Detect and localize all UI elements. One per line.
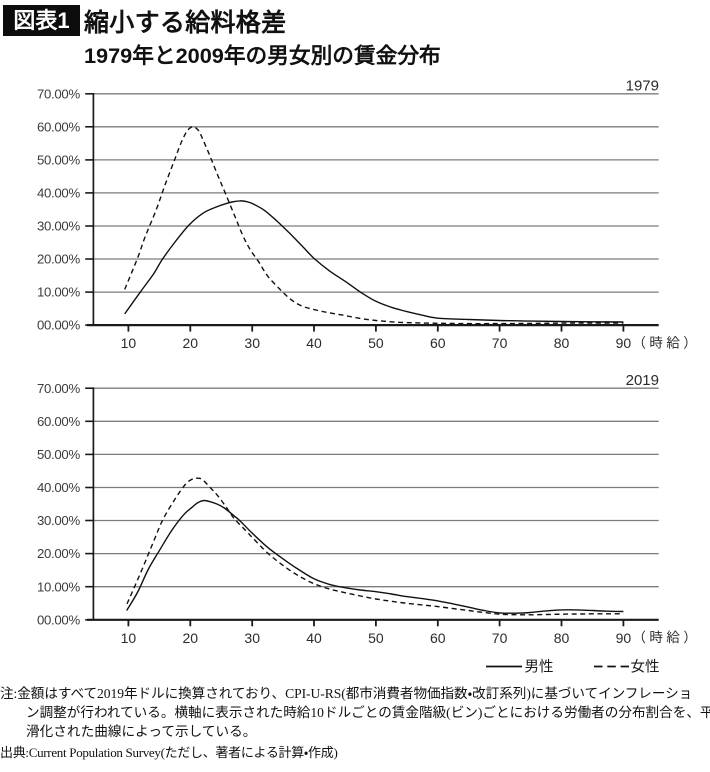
svg-text:60.00%: 60.00% bbox=[37, 119, 81, 134]
svg-text:40.00%: 40.00% bbox=[37, 186, 81, 201]
svg-text:20.00%: 20.00% bbox=[37, 252, 81, 267]
svg-text:40: 40 bbox=[306, 335, 322, 351]
svg-text:30: 30 bbox=[244, 335, 260, 351]
svg-text:50: 50 bbox=[368, 630, 384, 646]
svg-text:女性: 女性 bbox=[631, 659, 660, 676]
svg-text:70: 70 bbox=[492, 630, 508, 646]
svg-text:10: 10 bbox=[121, 630, 137, 646]
svg-text:60.00%: 60.00% bbox=[37, 414, 81, 429]
svg-text:50: 50 bbox=[368, 335, 384, 351]
svg-text:30.00%: 30.00% bbox=[37, 513, 81, 528]
svg-text:（時給）: （時給） bbox=[632, 630, 700, 645]
svg-text:80: 80 bbox=[554, 335, 570, 351]
svg-text:10.00%: 10.00% bbox=[37, 579, 81, 594]
svg-text:30.00%: 30.00% bbox=[37, 219, 81, 234]
svg-text:（時給）: （時給） bbox=[632, 336, 700, 351]
svg-text:70.00%: 70.00% bbox=[37, 86, 81, 101]
svg-text:2019: 2019 bbox=[626, 372, 659, 389]
svg-text:00.00%: 00.00% bbox=[37, 612, 81, 627]
svg-text:1979: 1979 bbox=[626, 78, 659, 95]
svg-text:70.00%: 70.00% bbox=[37, 381, 81, 396]
svg-text:00.00%: 00.00% bbox=[37, 318, 81, 333]
svg-text:20: 20 bbox=[183, 335, 199, 351]
svg-text:30: 30 bbox=[244, 630, 260, 646]
svg-text:20: 20 bbox=[183, 630, 199, 646]
svg-text:20.00%: 20.00% bbox=[37, 546, 81, 561]
svg-text:90: 90 bbox=[616, 630, 632, 646]
svg-text:男性: 男性 bbox=[525, 659, 554, 676]
svg-text:40.00%: 40.00% bbox=[37, 480, 81, 495]
svg-text:90: 90 bbox=[616, 335, 632, 351]
svg-text:60: 60 bbox=[430, 630, 446, 646]
svg-text:70: 70 bbox=[492, 335, 508, 351]
svg-text:40: 40 bbox=[306, 630, 322, 646]
svg-text:10.00%: 10.00% bbox=[37, 285, 81, 300]
svg-text:80: 80 bbox=[554, 630, 570, 646]
svg-text:50.00%: 50.00% bbox=[37, 447, 81, 462]
svg-text:50.00%: 50.00% bbox=[37, 153, 81, 168]
svg-text:10: 10 bbox=[121, 335, 137, 351]
svg-text:60: 60 bbox=[430, 335, 446, 351]
